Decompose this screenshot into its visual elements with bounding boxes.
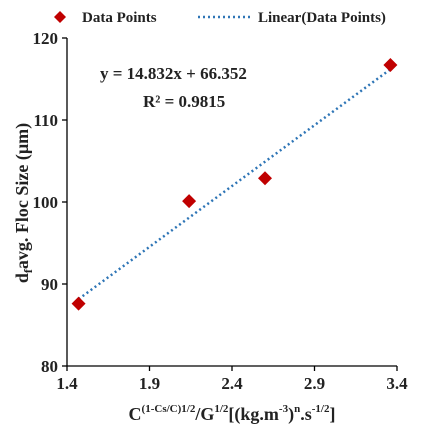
x-tick-label: 3.4 [386, 374, 408, 393]
y-axis-title: dfavg. Floc Size (µm) [12, 123, 35, 283]
r-squared: R² = 0.9815 [143, 92, 225, 111]
y-tick-label: 100 [33, 193, 59, 212]
data-point [182, 194, 197, 209]
x-tick-label: 1.4 [56, 374, 78, 393]
data-point [258, 171, 272, 186]
y-tick-label: 80 [41, 357, 58, 376]
data-point [383, 58, 398, 73]
x-ticks: 1.4 1.9 2.4 2.9 3.4 [56, 366, 408, 393]
x-tick-label: 2.4 [221, 374, 243, 393]
x-axis-title: C(1-Cs/C)1/2/G1/2[(kg.m-3)n.s-1/2] [129, 403, 336, 425]
legend-label-data-points: Data Points [82, 10, 157, 26]
data-points [71, 58, 398, 311]
y-tick-label: 110 [33, 111, 58, 130]
legend-marker-data-points [54, 11, 66, 23]
data-point [71, 296, 86, 311]
x-tick-label: 1.9 [139, 374, 160, 393]
y-ticks: 80 90 100 110 120 [33, 29, 67, 376]
y-tick-label: 120 [33, 29, 59, 48]
x-tick-label: 2.9 [304, 374, 325, 393]
y-tick-label: 90 [41, 275, 58, 294]
legend: Data Points Linear(Data Points) [54, 10, 386, 26]
trendline-linear [77, 68, 392, 301]
legend-label-linear: Linear(Data Points) [258, 10, 386, 26]
trend-equation: y = 14.832x + 66.352 [100, 64, 247, 83]
